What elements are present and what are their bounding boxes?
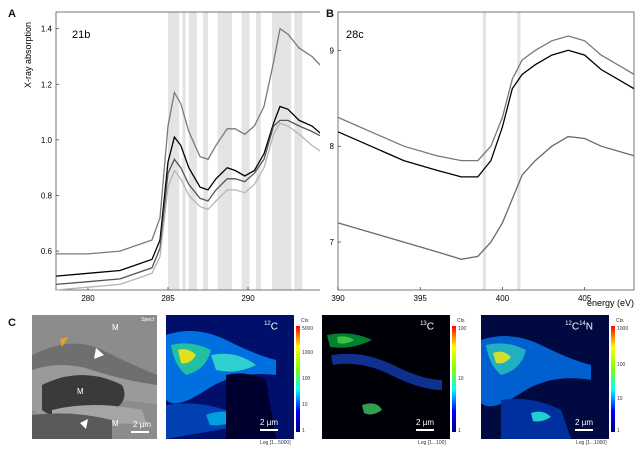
nanosims-map-12c14n: 12C14N 2 µm (481, 315, 609, 439)
cb-tick: 1 (302, 428, 305, 434)
map-13c-isotope-label: 13C (420, 321, 434, 332)
nanosims-map-12c: 12C 2 µm (166, 315, 294, 439)
cb-tick: 100 (302, 376, 311, 382)
map-12c-texture (166, 315, 294, 439)
cb-tick: 10 (617, 396, 623, 402)
nanosims-map-13c: 13C 2 µm (322, 315, 450, 439)
cb-log-label: Log [1...100] (418, 440, 446, 446)
series-line-3 (55, 119, 320, 286)
highlight-band (294, 12, 303, 290)
map-13c-element: C (426, 321, 434, 333)
x-tick-label: 280 (81, 294, 95, 303)
series-line-3 (337, 135, 635, 260)
x-tick-label: 290 (241, 294, 255, 303)
x-tick-label: 395 (414, 294, 428, 303)
map-12c-mass: 12 (264, 321, 271, 327)
colorbar-12c (296, 326, 300, 432)
y-tick-label: 0.9 (330, 46, 335, 55)
chart-b-sample-label: 28c (346, 29, 364, 41)
colorbar-13c (452, 326, 456, 432)
series-line-1 (337, 35, 635, 162)
sem-top-label: Spect (141, 317, 154, 323)
sem-region-label: M (112, 419, 119, 428)
map-12c-isotope-label: 12C (264, 321, 278, 332)
highlight-band (241, 12, 250, 290)
map-13c-scale-label: 2 µm (416, 418, 434, 427)
colorbar-12c14n (611, 326, 615, 432)
highlight-band (482, 12, 486, 290)
chart-b-xlabel: energy (eV) (587, 298, 634, 308)
cb-log-label: Log [1...1000] (576, 440, 607, 446)
cb-tick: 10 (302, 402, 308, 408)
chart-a-sample-label: 21b (72, 29, 90, 41)
map-13c-texture (322, 315, 450, 439)
plot-frame (55, 11, 320, 291)
cb-unit: Cts (616, 318, 624, 324)
map-12c14n-isotope-label: 12C14N (565, 321, 593, 332)
highlight-band (256, 12, 261, 290)
map-12c14n-mass1: 12 (565, 321, 572, 327)
y-tick-label: 1.4 (41, 25, 53, 34)
cb-tick: 10 (458, 376, 464, 382)
sem-scale-bar (131, 431, 149, 433)
cb-unit: Cts (457, 318, 465, 324)
series-line-2 (337, 49, 635, 178)
map-12c-scale-bar (260, 429, 278, 431)
highlight-band (203, 12, 208, 290)
series-line-1 (56, 27, 320, 255)
y-tick-label: 0.8 (330, 142, 335, 151)
chart-a-ylabel: X-ray absorption (23, 22, 33, 88)
y-tick-label: 0.8 (41, 191, 53, 200)
x-tick-label: 405 (578, 294, 592, 303)
panel-letter-c: C (8, 317, 16, 329)
series-line-4 (55, 122, 320, 291)
cb-tick: 1000 (302, 350, 313, 356)
highlight-band (182, 12, 186, 290)
highlight-band (168, 12, 180, 290)
series-line-2 (55, 105, 320, 277)
cb-tick: 100 (617, 362, 626, 368)
map-12c14n-element1: C (571, 321, 580, 333)
map-12c14n-element2: N (585, 321, 593, 333)
cb-unit: Cts (301, 318, 309, 324)
sem-scale-label: 2 µm (133, 420, 151, 429)
y-tick-label: 0.7 (330, 238, 335, 247)
highlight-band (517, 12, 521, 290)
map-12c-scale-label: 2 µm (260, 418, 278, 427)
sem-image: Spect M M M 2 µm (32, 315, 157, 439)
map-12c-element: C (270, 321, 278, 333)
panel-letter-a: A (8, 8, 16, 20)
cb-tick: 1000 (617, 326, 628, 332)
highlight-band (217, 12, 232, 290)
map-12c14n-scale-bar (575, 429, 593, 431)
map-12c14n-scale-label: 2 µm (575, 418, 593, 427)
highlight-band (188, 12, 197, 290)
map-12c14n-texture (481, 315, 609, 439)
cb-log-label: Log [1...5000] (260, 440, 291, 446)
map-12c14n-mass2: 14 (579, 321, 586, 327)
sem-texture (32, 315, 157, 439)
x-tick-label: 390 (331, 294, 345, 303)
chart-a: X-ray absorption 21b 2802852902950.60.81… (23, 11, 320, 303)
map-13c-mass: 13 (420, 321, 427, 327)
x-tick-label: 400 (496, 294, 510, 303)
sem-region-label: M (112, 323, 119, 332)
y-tick-label: 0.6 (41, 247, 53, 256)
cb-tick: 100 (458, 326, 467, 332)
chart-b: 28c energy (eV) 390 395 400 405 0.7 0.8 0.9 (330, 11, 635, 308)
panel-letter-b: B (326, 8, 334, 20)
x-tick-label: 285 (161, 294, 175, 303)
cb-tick: 1 (617, 428, 620, 434)
cb-tick: 1 (458, 428, 461, 434)
y-tick-label: 1.2 (41, 80, 53, 89)
highlight-band (272, 12, 292, 290)
map-13c-scale-bar (416, 429, 434, 431)
y-tick-label: 1.0 (41, 136, 53, 145)
sem-region-label: M (77, 387, 84, 396)
plot-frame (337, 11, 635, 291)
cb-tick: 5000 (302, 326, 313, 332)
